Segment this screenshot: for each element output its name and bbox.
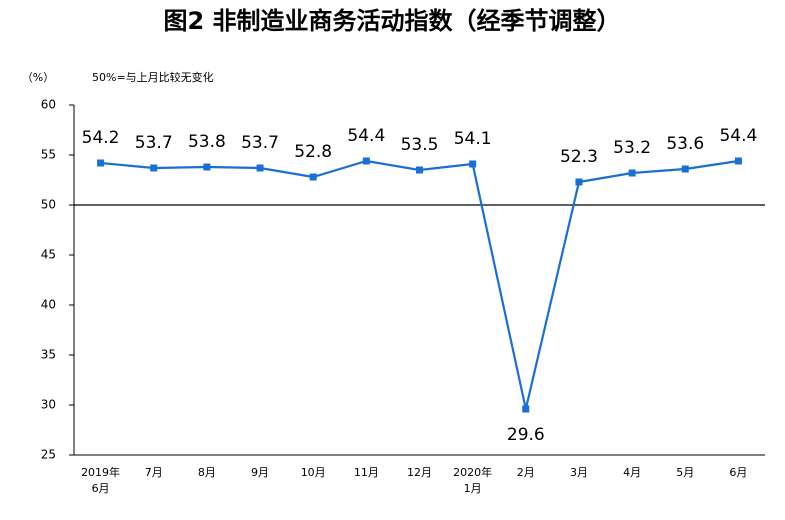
value-label: 54.4 (719, 126, 757, 146)
value-label: 53.7 (135, 133, 173, 153)
point (309, 173, 317, 181)
point (203, 163, 211, 171)
x-tick-label: 3月 (570, 466, 588, 479)
point (256, 164, 264, 172)
y-tick-label: 50 (41, 198, 56, 212)
y-tick-label: 60 (41, 98, 56, 112)
value-label: 53.5 (401, 135, 439, 155)
y-tick-label: 35 (41, 348, 56, 362)
value-label: 52.8 (294, 142, 332, 162)
x-tick-label: 6月 (729, 466, 747, 479)
point (628, 169, 636, 177)
point (681, 165, 689, 173)
y-tick-label: 45 (41, 248, 56, 262)
point (522, 405, 530, 413)
x-tick-label: 7月 (145, 466, 163, 479)
chart-title: 图2 非制造业商务活动指数（经季节调整） (163, 7, 620, 35)
point (469, 160, 477, 168)
value-label: 53.6 (666, 134, 704, 154)
point (362, 157, 370, 165)
point (575, 178, 583, 186)
x-tick-label: 8月 (198, 466, 216, 479)
value-label: 29.6 (507, 425, 545, 445)
line (100, 159, 739, 410)
x-tick-label: 5月 (676, 466, 694, 479)
point (97, 159, 105, 167)
value-label: 54.1 (454, 129, 492, 149)
value-label: 53.2 (613, 138, 651, 158)
value-label: 54.2 (82, 128, 120, 148)
x-tick-label: 2020年 1月 (453, 465, 492, 495)
value-label: 52.3 (560, 147, 598, 167)
x-tick-label: 10月 (301, 466, 326, 479)
x-tick-label: 12月 (407, 466, 432, 479)
value-label: 53.8 (188, 132, 226, 152)
point (734, 157, 742, 165)
y-tick-label: 40 (41, 298, 56, 312)
point (416, 166, 423, 174)
y-unit: （%） (22, 71, 54, 84)
y-tick-label: 55 (41, 148, 56, 162)
y-tick-label: 25 (41, 448, 56, 462)
x-tick-label: 4月 (623, 466, 641, 479)
x-tick-label: 2月 (517, 466, 535, 479)
x-tick-label: 11月 (354, 466, 379, 479)
x-tick-label: 2019年 6月 (81, 465, 120, 495)
x-tick-label: 9月 (251, 466, 269, 479)
annotation: 50%=与上月比较无变化 (92, 70, 214, 84)
point (150, 164, 158, 172)
value-label: 53.7 (241, 133, 279, 153)
value-label: 54.4 (347, 126, 385, 146)
y-tick-label: 30 (41, 398, 56, 412)
